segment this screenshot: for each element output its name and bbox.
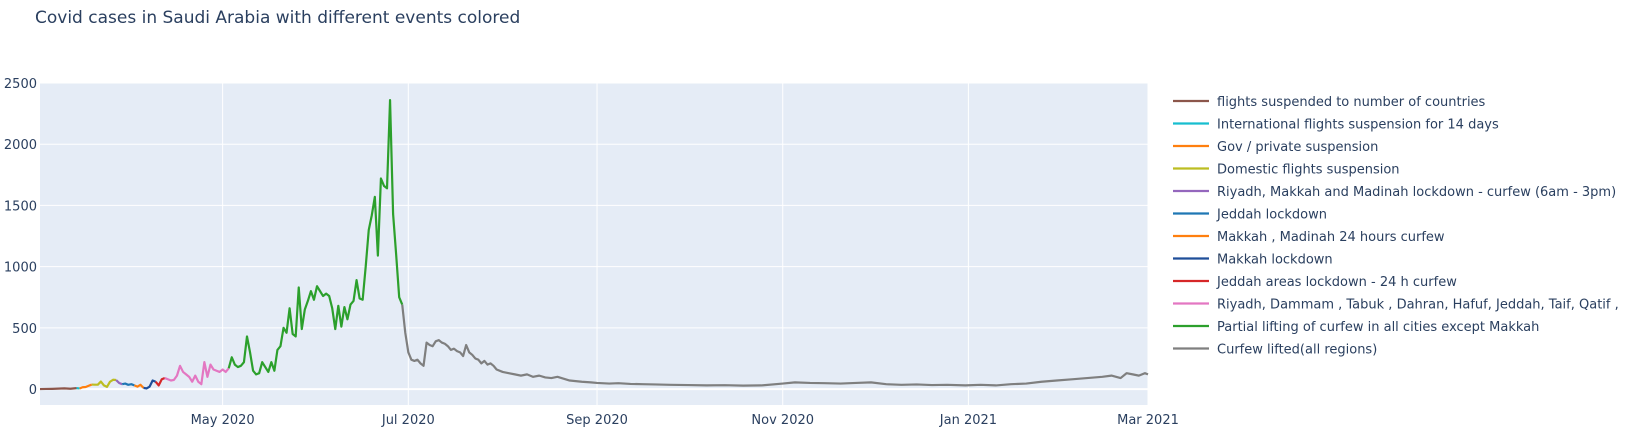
legend-label: flights suspended to number of countries xyxy=(1217,95,1486,110)
series-line-10 xyxy=(227,99,404,376)
legend-label: Jeddah lockdown xyxy=(1216,208,1327,223)
plot-area xyxy=(40,83,1148,405)
legend-item[interactable]: Riyadh, Dammam , Tabuk , Dahran, Hafuf, … xyxy=(1173,298,1619,313)
legend-item[interactable]: Jeddah lockdown xyxy=(1173,208,1327,223)
legend-label: Riyadh, Dammam , Tabuk , Dahran, Hafuf, … xyxy=(1217,298,1619,313)
legend-item[interactable]: Jeddah areas lockdown - 24 h curfew xyxy=(1173,275,1457,290)
x-tick-label: May 2020 xyxy=(191,413,255,428)
legend-label: Partial lifting of curfew in all cities … xyxy=(1217,320,1539,335)
series-line-7 xyxy=(143,379,157,390)
x-tick-label: Mar 2021 xyxy=(1117,413,1179,428)
series-line-3 xyxy=(91,378,117,388)
x-tick-label: Sep 2020 xyxy=(566,413,628,428)
legend-label: Gov / private suspension xyxy=(1217,140,1378,155)
legend-label: International flights suspension for 14 … xyxy=(1217,118,1499,133)
legend-item[interactable]: Domestic flights suspension xyxy=(1173,163,1400,178)
legend-label: Makkah lockdown xyxy=(1217,253,1333,268)
legend-item[interactable]: Riyadh, Makkah and Madinah lockdown - cu… xyxy=(1173,185,1616,200)
series-line-6 xyxy=(133,383,145,389)
series-line-2 xyxy=(79,383,93,390)
grid-lines xyxy=(40,82,1149,405)
series-line-11 xyxy=(401,304,1149,387)
y-tick-label: 1000 xyxy=(4,261,37,276)
legend-item[interactable]: Makkah , Madinah 24 hours curfew xyxy=(1173,230,1445,245)
y-tick-label: 2000 xyxy=(4,138,37,153)
legend-item[interactable]: International flights suspension for 14 … xyxy=(1173,118,1499,133)
series-line-4 xyxy=(115,379,123,386)
legend-label: Jeddah areas lockdown - 24 h curfew xyxy=(1216,275,1457,290)
series-lines xyxy=(39,99,1149,391)
legend-item[interactable]: Gov / private suspension xyxy=(1173,140,1378,155)
legend-item[interactable]: Curfew lifted(all regions) xyxy=(1173,343,1377,358)
series-line-8 xyxy=(154,377,166,387)
y-tick-label: 500 xyxy=(12,322,37,337)
legend-label: Makkah , Madinah 24 hours curfew xyxy=(1217,230,1445,245)
series-line-5 xyxy=(121,382,135,387)
legend[interactable]: flights suspended to number of countries… xyxy=(1173,95,1619,358)
legend-item[interactable]: Partial lifting of curfew in all cities … xyxy=(1173,320,1539,335)
legend-item[interactable]: Makkah lockdown xyxy=(1173,253,1333,268)
chart-title: Covid cases in Saudi Arabia with differe… xyxy=(35,8,520,28)
legend-label: Curfew lifted(all regions) xyxy=(1217,343,1377,358)
y-tick-label: 1500 xyxy=(4,199,37,214)
x-tick-label: Jul 2020 xyxy=(381,413,435,428)
x-tick-label: Nov 2020 xyxy=(751,413,814,428)
legend-label: Riyadh, Makkah and Madinah lockdown - cu… xyxy=(1217,185,1616,200)
y-axis-ticks: 0 500 1000 1500 2000 2500 xyxy=(4,77,37,398)
series-line-0 xyxy=(39,387,77,391)
legend-item[interactable]: flights suspended to number of countries xyxy=(1173,95,1486,110)
legend-label: Domestic flights suspension xyxy=(1217,163,1400,178)
x-axis-ticks: May 2020 Jul 2020 Sep 2020 Nov 2020 Jan 2021… xyxy=(191,413,1179,428)
y-tick-label: 2500 xyxy=(4,77,37,92)
x-tick-label: Jan 2021 xyxy=(939,413,997,428)
y-tick-label: 0 xyxy=(29,383,37,398)
series-line-9 xyxy=(164,361,230,386)
